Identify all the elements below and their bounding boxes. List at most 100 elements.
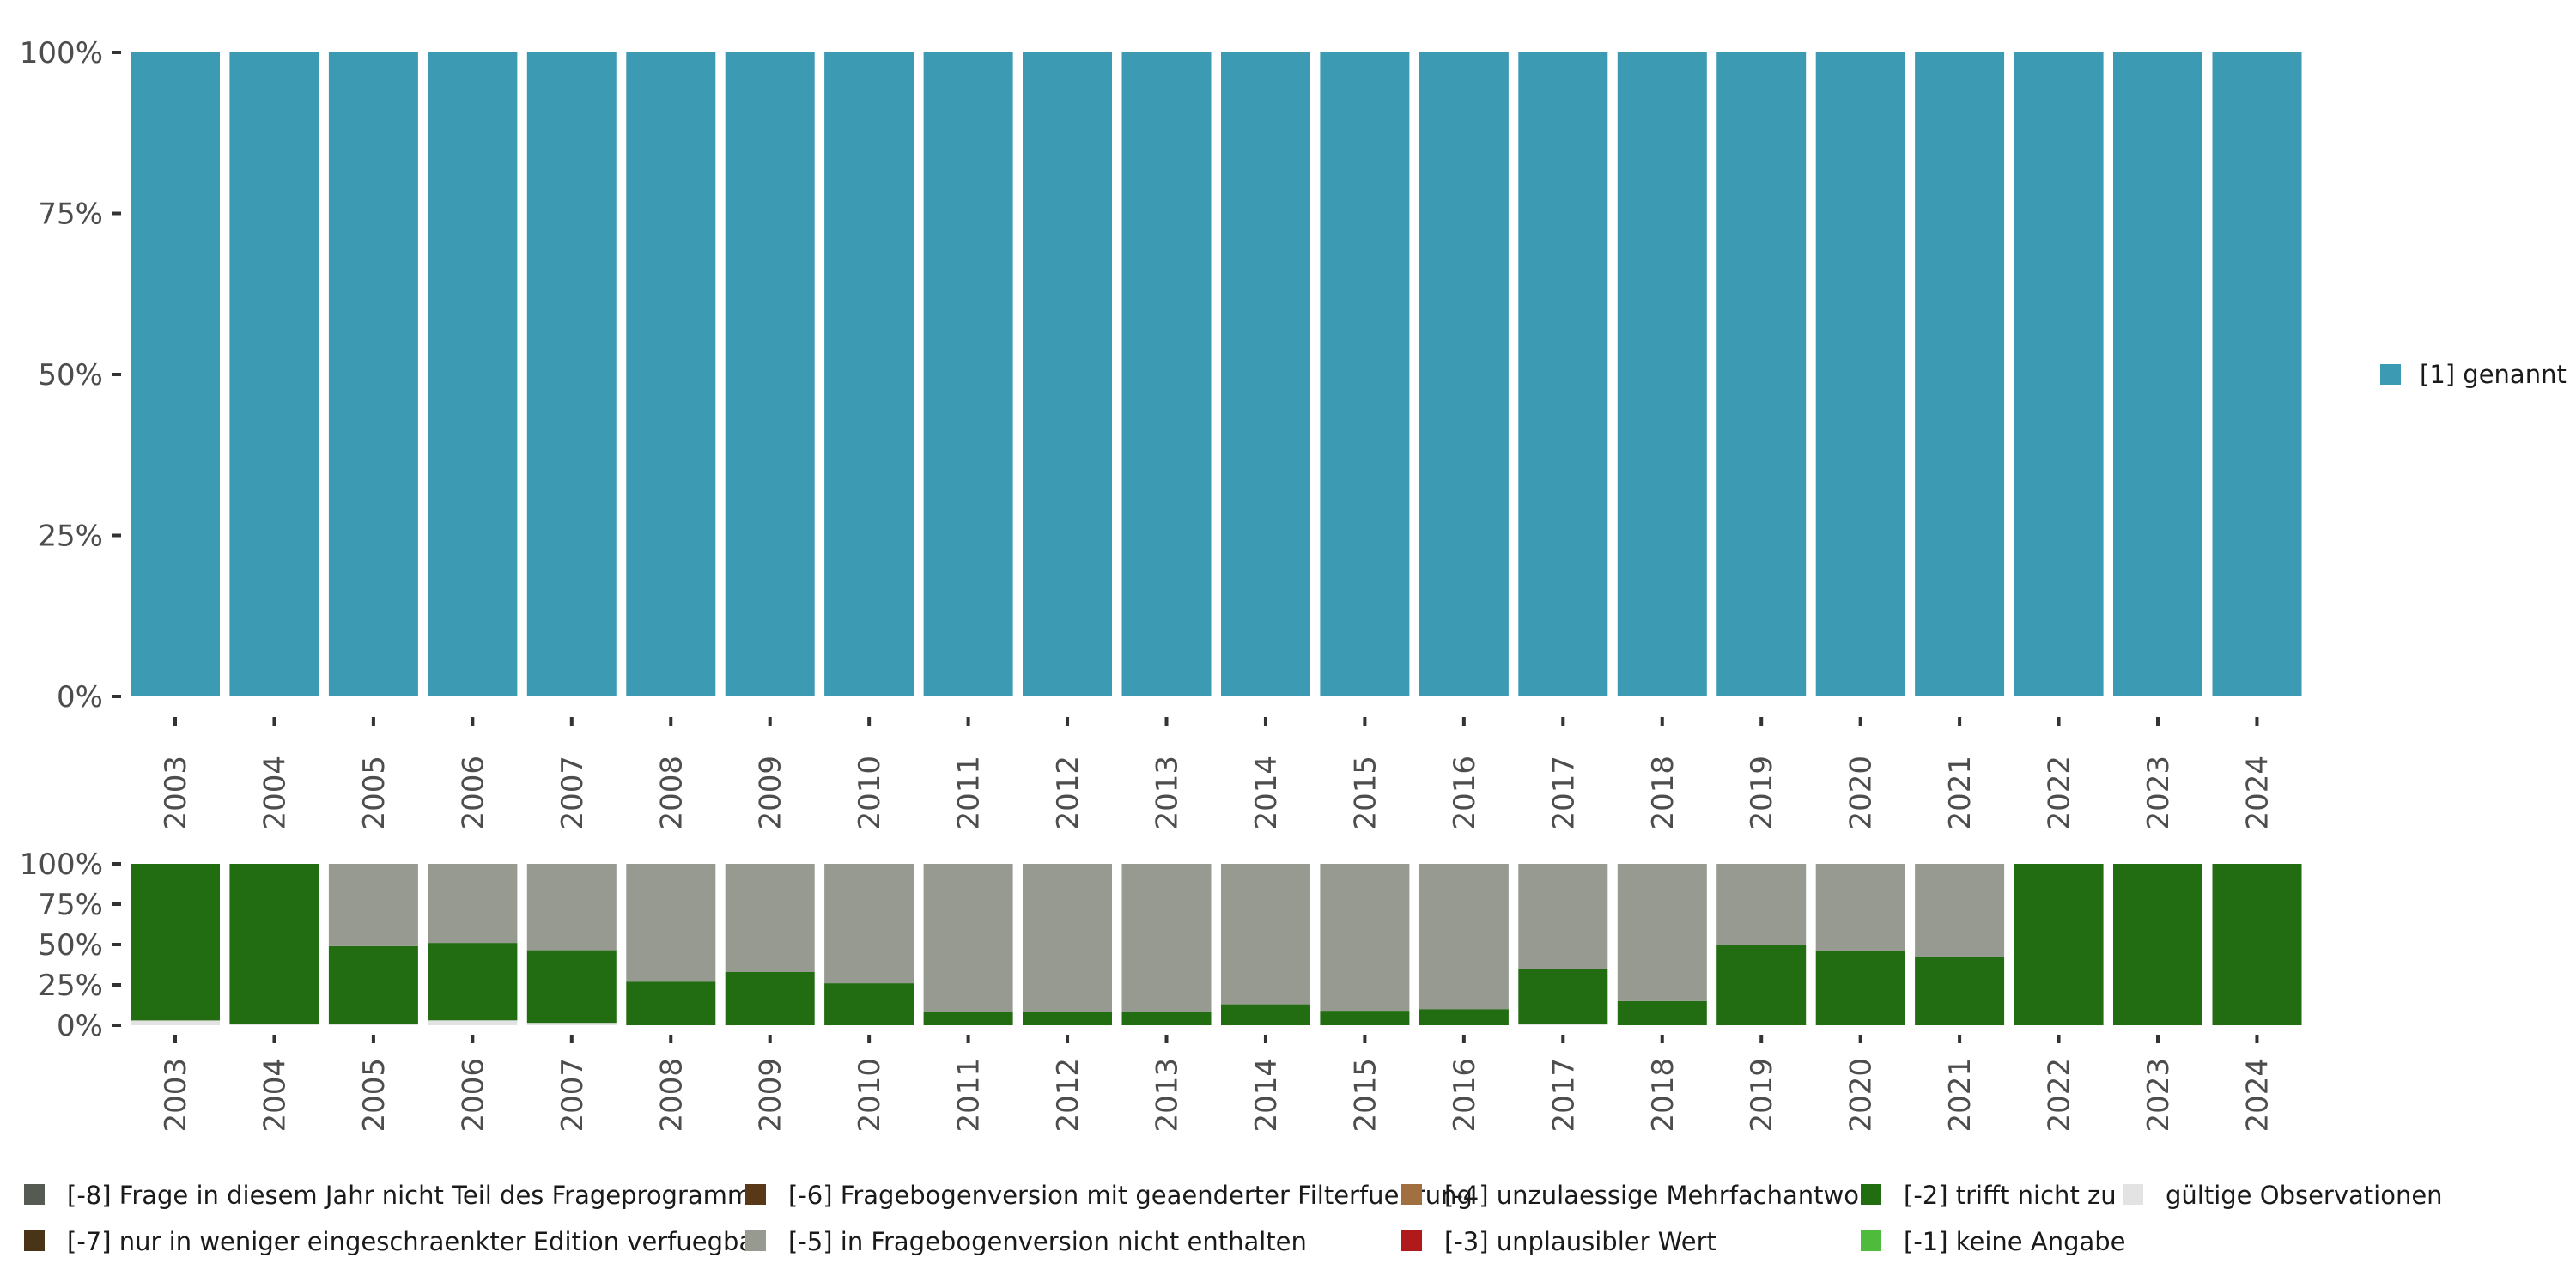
bottom-bar-2017-series-2: [1518, 864, 1608, 969]
top-bar-2014-series-0: [1221, 52, 1310, 696]
bottom-bar-2011-series-2: [923, 864, 1013, 1012]
legend-swatch-7: [1861, 1230, 1881, 1251]
bottom-x-tick-label: 2012: [1051, 1058, 1085, 1133]
top-bar-2020-series-0: [1815, 52, 1905, 696]
top-bar-2012-series-0: [1023, 52, 1112, 696]
bottom-bar-2006-series-2: [428, 864, 518, 944]
top-x-tick-label: 2010: [853, 756, 887, 830]
bottom-bar-2015-series-1: [1320, 1011, 1410, 1025]
bottom-bar-2010-series-2: [824, 864, 914, 984]
bottom-x-tick-label: 2021: [1943, 1058, 1978, 1133]
top-x-tick-label: 2011: [952, 756, 987, 830]
bottom-bar-2019-series-1: [1716, 945, 1807, 1025]
bottom-bar-2014-series-1: [1221, 1004, 1310, 1025]
top-x-tick-label: 2016: [1448, 756, 1482, 830]
bottom-x-tick-label: 2008: [654, 1058, 689, 1133]
top-bar-2006-series-0: [428, 52, 518, 696]
top-x-tick-label: 2023: [2142, 756, 2176, 830]
legend-swatch-5: [1401, 1230, 1422, 1251]
top-bar-2009-series-0: [725, 52, 815, 696]
legend-label-6: [-2] trifft nicht zu: [1904, 1181, 2117, 1210]
top-bar-2017-series-0: [1518, 52, 1608, 696]
bottom-bar-2018-series-1: [1617, 1000, 1707, 1025]
bottom-x-tick-label: 2015: [1348, 1058, 1382, 1133]
legend-label-8: gültige Observationen: [2166, 1181, 2443, 1210]
bottom-bar-2007-series-2: [526, 864, 617, 951]
bottom-x-tick-label: 2009: [754, 1058, 788, 1133]
bottom-bar-2021-series-1: [1915, 957, 2005, 1025]
bottom-bar-2005-series-2: [328, 864, 418, 946]
top-x-tick-label: 2024: [2240, 756, 2275, 830]
top-x-tick-label: 2018: [1646, 756, 1680, 830]
bottom-y-tick-label: 0%: [57, 1009, 103, 1043]
legend-swatch-8: [2123, 1184, 2143, 1205]
bottom-x-tick-label: 2006: [456, 1058, 490, 1133]
bottom-bar-2009-series-2: [725, 864, 815, 972]
top-x-tick-label: 2008: [654, 756, 689, 830]
bottom-bar-2005-series-0: [328, 1024, 418, 1025]
bottom-bar-2006-series-1: [428, 943, 518, 1021]
top-y-tick-label: 50%: [38, 358, 103, 392]
top-bar-2023-series-0: [2113, 52, 2202, 696]
legend-swatch-1: [24, 1230, 45, 1251]
bottom-bar-2003-series-1: [131, 864, 220, 1021]
bottom-bar-2004-series-1: [229, 864, 319, 1024]
bottom-bar-2018-series-2: [1617, 864, 1707, 1001]
bottom-x-tick-label: 2018: [1646, 1058, 1680, 1133]
bottom-x-tick-label: 2007: [556, 1058, 590, 1133]
top-y-tick-label: 0%: [57, 680, 103, 714]
bottom-bar-2020-series-1: [1815, 951, 1905, 1025]
top-x-tick-label: 2009: [754, 756, 788, 830]
legend-swatch-6: [1861, 1184, 1881, 1205]
legend-label-genannt: [1] genannt: [2420, 360, 2567, 389]
legend-swatch-2: [745, 1184, 766, 1205]
bottom-y-tick-label: 75%: [38, 888, 103, 922]
bottom-x-tick-label: 2010: [853, 1058, 887, 1133]
bottom-x-tick-label: 2003: [159, 1058, 193, 1133]
legend-swatch-0: [24, 1184, 45, 1205]
bottom-bar-2008-series-2: [626, 864, 716, 982]
legend-label-2: [-6] Fragebogenversion mit geaenderter F…: [788, 1181, 1473, 1210]
bottom-bar-2005-series-1: [328, 945, 418, 1024]
top-x-tick-label: 2007: [556, 756, 590, 830]
bottom-bar-2014-series-2: [1221, 864, 1310, 1005]
bottom-bar-2003-series-0: [131, 1020, 220, 1025]
top-bar-2010-series-0: [824, 52, 914, 696]
bottom-legend: [-8] Frage in diesem Jahr nicht Teil des…: [24, 1181, 2443, 1256]
bottom-bar-2021-series-2: [1915, 864, 2005, 957]
bottom-x-tick-label: 2014: [1249, 1058, 1284, 1133]
top-x-tick-label: 2019: [1745, 756, 1779, 830]
bottom-bar-2006-series-0: [428, 1020, 518, 1025]
bottom-bar-2012-series-2: [1023, 864, 1112, 1012]
legend-label-0: [-8] Frage in diesem Jahr nicht Teil des…: [67, 1181, 764, 1210]
bottom-x-tick-label: 2017: [1546, 1058, 1581, 1133]
bottom-bar-2023-series-1: [2113, 864, 2202, 1025]
top-bar-2004-series-0: [229, 52, 319, 696]
bottom-bar-2004-series-0: [229, 1024, 319, 1025]
top-bar-2016-series-0: [1419, 52, 1509, 696]
bottom-x-tick-label: 2024: [2240, 1058, 2275, 1133]
bottom-bar-2024-series-1: [2212, 864, 2302, 1025]
legend-swatch-genannt: [2380, 364, 2401, 385]
bottom-bar-2007-series-0: [526, 1023, 617, 1025]
bottom-y-tick-label: 50%: [38, 928, 103, 963]
top-bar-2005-series-0: [328, 52, 418, 696]
top-y-tick-label: 100%: [20, 36, 103, 70]
bottom-x-tick-label: 2016: [1448, 1058, 1482, 1133]
bottom-x-tick-label: 2013: [1151, 1058, 1185, 1133]
top-x-tick-label: 2021: [1943, 756, 1978, 830]
top-bar-2022-series-0: [2014, 52, 2104, 696]
bottom-y-tick-label: 25%: [38, 969, 103, 1003]
bottom-bar-2011-series-1: [923, 1012, 1013, 1025]
bottom-x-tick-label: 2019: [1745, 1058, 1779, 1133]
bottom-bar-2009-series-1: [725, 972, 815, 1025]
bottom-x-tick-label: 2020: [1844, 1058, 1879, 1133]
bottom-bar-2008-series-1: [626, 981, 716, 1025]
top-bar-2013-series-0: [1121, 52, 1212, 696]
top-y-tick-label: 25%: [38, 519, 103, 554]
top-x-tick-label: 2005: [357, 756, 392, 830]
top-bar-2015-series-0: [1320, 52, 1410, 696]
top-x-tick-label: 2020: [1844, 756, 1879, 830]
top-bar-2003-series-0: [131, 52, 220, 696]
